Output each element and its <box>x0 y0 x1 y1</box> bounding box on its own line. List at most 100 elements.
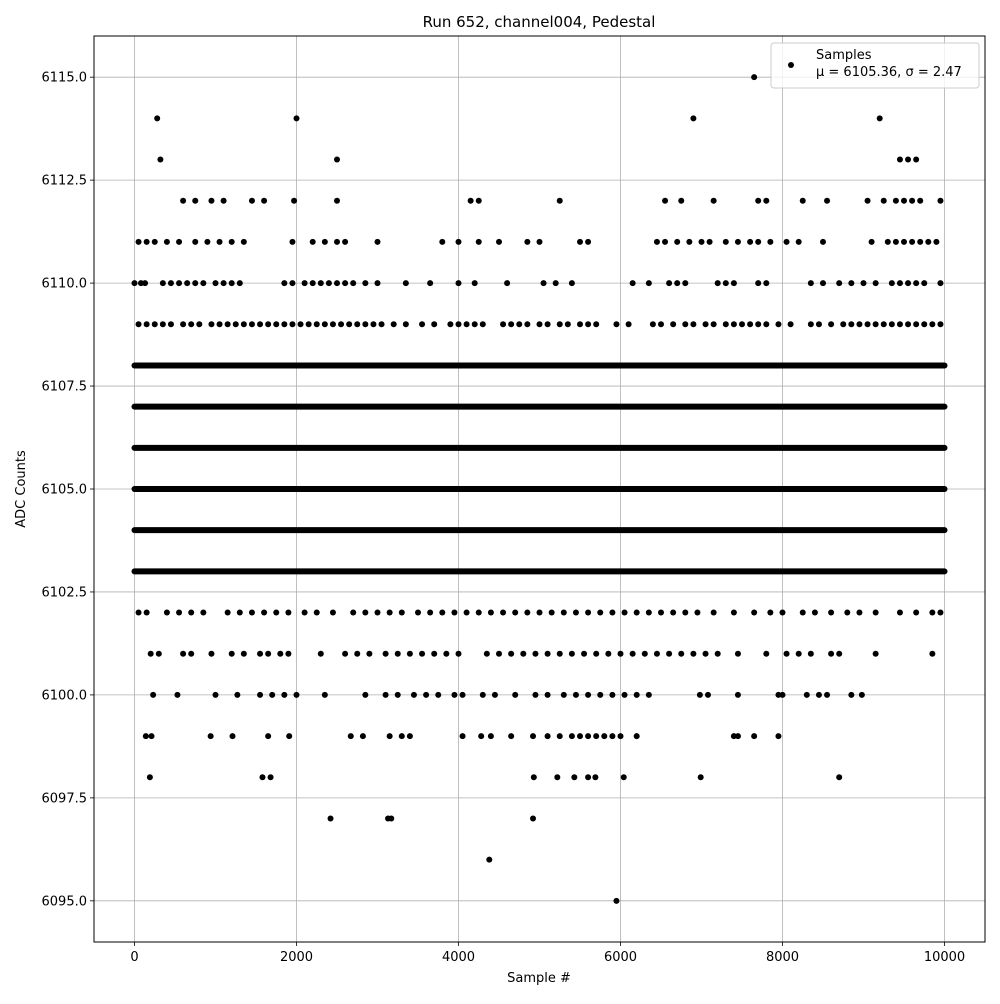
data-point <box>475 238 482 245</box>
data-point <box>471 280 478 287</box>
data-point <box>285 650 292 657</box>
data-point <box>500 609 507 616</box>
data-point <box>419 321 426 328</box>
data-point <box>828 650 835 657</box>
data-point <box>196 321 203 328</box>
data-point <box>443 650 450 657</box>
data-point <box>613 321 620 328</box>
data-point <box>455 321 462 328</box>
data-point <box>714 280 721 287</box>
data-point <box>571 774 578 781</box>
data-point <box>779 609 786 616</box>
data-point <box>248 321 255 328</box>
data-point <box>682 609 689 616</box>
data-point <box>188 609 195 616</box>
data-point <box>532 650 539 657</box>
data-point <box>180 650 187 657</box>
data-point <box>159 321 166 328</box>
data-point <box>577 238 583 245</box>
data-point <box>621 691 628 698</box>
data-point <box>366 650 373 657</box>
data-point <box>394 691 401 698</box>
data-point <box>176 280 183 287</box>
data-point <box>645 609 652 616</box>
data-point <box>176 238 183 245</box>
data-point <box>347 733 354 740</box>
data-point <box>289 280 296 287</box>
data-point <box>216 238 223 245</box>
data-point <box>704 691 711 698</box>
data-point <box>929 650 936 657</box>
data-point <box>463 609 470 616</box>
data-point <box>747 238 754 245</box>
data-point-band <box>131 403 948 410</box>
data-point <box>155 650 162 657</box>
data-point <box>208 197 215 204</box>
data-point <box>767 238 774 245</box>
data-point <box>544 733 551 740</box>
data-point <box>508 733 515 740</box>
data-point <box>690 321 697 328</box>
data-point <box>775 733 782 740</box>
data-point <box>500 321 507 328</box>
y-tick-label: 6107.5 <box>42 380 88 395</box>
data-point <box>431 321 438 328</box>
data-point <box>427 609 434 616</box>
data-point-band <box>131 444 948 451</box>
data-point <box>131 280 138 287</box>
data-point <box>163 238 170 245</box>
data-point <box>475 197 482 204</box>
data-point <box>836 650 843 657</box>
data-point <box>180 321 187 328</box>
data-point <box>552 280 559 287</box>
data-point <box>207 733 214 740</box>
data-point <box>755 321 762 328</box>
x-tick-label: 0 <box>130 950 138 965</box>
data-point <box>763 280 770 287</box>
data-point <box>455 280 462 287</box>
data-point <box>633 733 640 740</box>
data-point <box>163 609 170 616</box>
data-point <box>228 280 235 287</box>
data-point <box>309 280 316 287</box>
data-point <box>524 321 531 328</box>
data-point <box>674 280 681 287</box>
data-point <box>200 280 207 287</box>
data-point <box>265 650 272 657</box>
data-point <box>884 238 891 245</box>
data-point <box>342 280 349 287</box>
data-point <box>532 691 539 698</box>
data-point-band <box>131 362 948 369</box>
data-point <box>609 733 616 740</box>
data-point <box>257 321 264 328</box>
data-point <box>325 280 332 287</box>
data-point <box>240 321 247 328</box>
x-tick-label: 2000 <box>280 950 313 965</box>
data-point <box>868 238 875 245</box>
data-point <box>858 691 865 698</box>
y-tick-label: 6112.5 <box>42 174 88 189</box>
y-tick-label: 6100.0 <box>42 688 88 703</box>
data-point <box>901 197 907 204</box>
data-point <box>686 238 693 245</box>
data-point <box>807 650 814 657</box>
data-point <box>382 691 389 698</box>
data-point <box>767 609 774 616</box>
data-point <box>888 321 895 328</box>
x-axis-ticks: 0 2000 4000 6000 8000 10000 <box>130 942 965 965</box>
data-point <box>334 197 340 204</box>
data-point <box>524 238 531 245</box>
data-point <box>236 280 243 287</box>
data-point <box>698 238 705 245</box>
data-point <box>374 280 381 287</box>
data-point <box>892 197 899 204</box>
data-point <box>714 650 721 657</box>
data-point <box>329 609 336 616</box>
data-point <box>154 115 161 122</box>
data-point <box>496 238 502 245</box>
data-point <box>730 609 737 616</box>
data-point <box>321 321 328 328</box>
data-point <box>739 321 745 328</box>
data-point <box>617 733 624 740</box>
y-axis-title: ADC Counts <box>14 450 29 528</box>
